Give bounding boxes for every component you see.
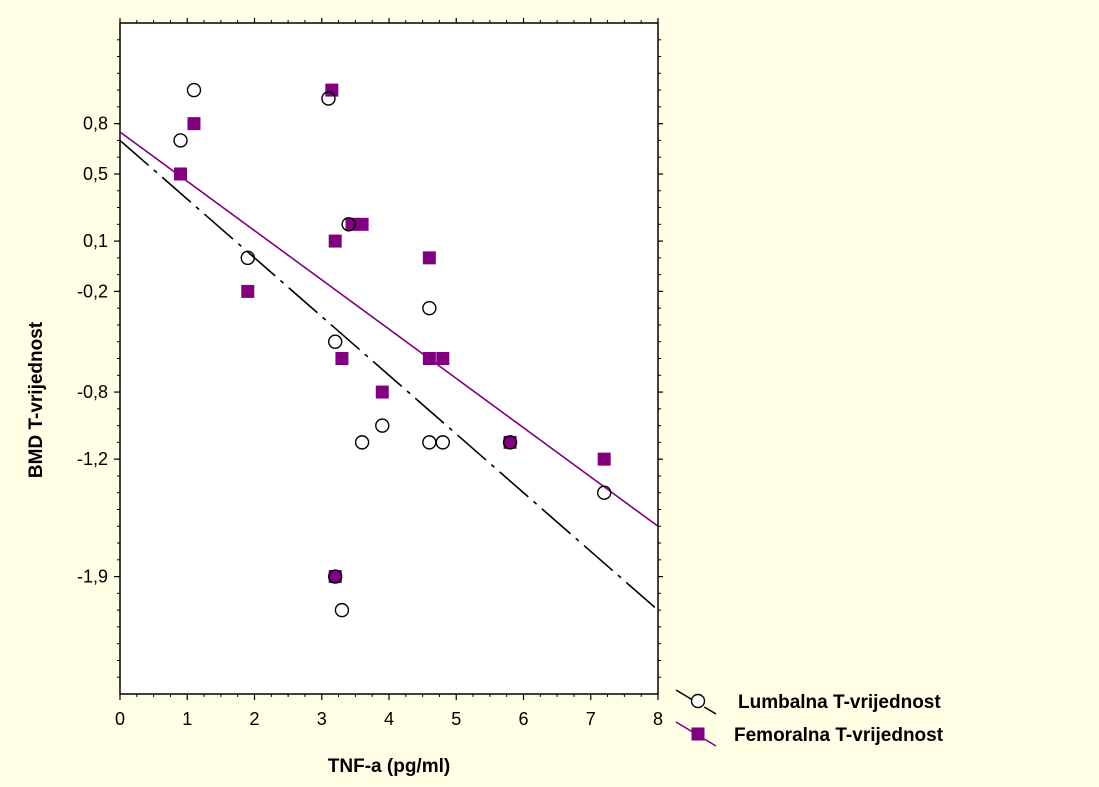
x-tick-label: 7 — [586, 709, 596, 729]
point-lumbalna — [328, 334, 343, 349]
y-axis-title: BMD T-vrijednost — [26, 321, 47, 478]
fit-line-femoralna — [119, 131, 659, 527]
x-axis-title: TNF-a (pg/ml) — [328, 756, 450, 777]
point-lumbalna — [597, 485, 612, 500]
legend-line-lumbalna — [675, 689, 717, 715]
y-tick-label: 0,8 — [83, 114, 108, 134]
point-lumbalna — [435, 435, 450, 450]
fit-lines — [119, 131, 659, 611]
x-tick-label: 5 — [451, 709, 461, 729]
x-tick-label: 6 — [518, 709, 528, 729]
fit-line-lumbalna — [119, 139, 659, 611]
point-femoralna — [597, 452, 611, 466]
legend-marker-femoralna — [691, 727, 705, 741]
plot-area — [119, 22, 659, 695]
point-lumbalna — [341, 217, 356, 232]
y-tick-label: 0,5 — [83, 164, 108, 184]
point-lumbalna — [375, 418, 390, 433]
point-femoralna — [503, 435, 517, 449]
point-lumbalna — [502, 435, 518, 450]
point-lumbalna — [334, 602, 350, 618]
y-tick-label: -0,2 — [77, 281, 108, 301]
point-femoralna — [335, 352, 349, 365]
y-tick-label: 0,1 — [83, 231, 108, 251]
data-points — [173, 82, 612, 618]
x-tick-label: 3 — [317, 709, 327, 729]
point-femoralna — [345, 217, 359, 231]
x-tick-label: 2 — [249, 709, 259, 729]
point-femoralna — [422, 251, 436, 265]
legend: Lumbalna T-vrijednost Femoralna T-vrijedn… — [675, 689, 944, 747]
point-femoralna — [375, 385, 389, 399]
point-lumbalna — [321, 91, 336, 106]
legend-label-lumbalna: Lumbalna T-vrijednost — [738, 692, 941, 713]
x-axis: 0 1 2 3 4 5 6 7 8 — [115, 18, 663, 729]
point-femoralna — [241, 284, 255, 298]
point-lumbalna — [354, 435, 370, 450]
point-lumbalna — [240, 250, 255, 266]
point-femoralna — [325, 83, 339, 97]
legend-marker-lumbalna — [690, 693, 706, 709]
point-femoralna — [436, 352, 450, 365]
y-tick-label: -0,8 — [77, 382, 108, 402]
point-femoralna — [174, 167, 188, 181]
point-lumbalna — [186, 82, 202, 98]
x-tick-label: 8 — [653, 709, 663, 729]
point-lumbalna — [328, 569, 343, 584]
x-tick-label: 0 — [115, 709, 125, 729]
point-femoralna — [328, 570, 342, 584]
point-lumbalna — [422, 300, 437, 316]
point-femoralna — [355, 217, 369, 231]
x-tick-label: 4 — [384, 709, 394, 729]
y-axis: 0,8 0,5 0,1 -0,2 -0,8 -1,2 -1,9 — [77, 39, 663, 678]
point-femoralna — [187, 117, 201, 131]
y-tick-label: -1,9 — [77, 567, 108, 587]
point-femoralna — [422, 352, 436, 365]
point-lumbalna — [173, 133, 188, 148]
y-tick-label: -1,2 — [77, 449, 108, 469]
point-femoralna — [328, 234, 342, 248]
x-tick-label: 1 — [182, 709, 192, 729]
legend-label-femoralna: Femoralna T-vrijednost — [734, 725, 944, 746]
